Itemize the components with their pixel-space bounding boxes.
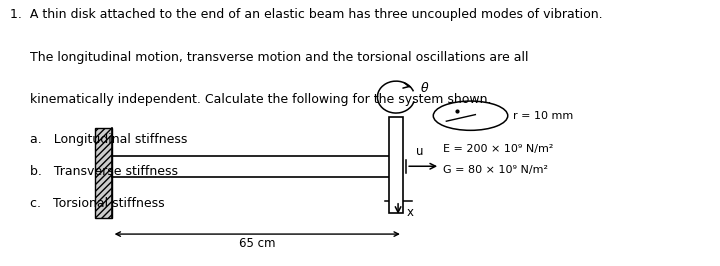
Text: E = 200 × 10⁹ N/m²: E = 200 × 10⁹ N/m²	[444, 144, 554, 154]
Text: $\theta$: $\theta$	[420, 81, 430, 94]
Text: The longitudinal motion, transverse motion and the torsional oscillations are al: The longitudinal motion, transverse moti…	[10, 51, 528, 64]
Text: u: u	[416, 145, 423, 158]
Text: 65 cm: 65 cm	[239, 237, 276, 250]
Text: c.   Torsional stiffness: c. Torsional stiffness	[10, 197, 165, 210]
Text: 1.  A thin disk attached to the end of an elastic beam has three uncoupled modes: 1. A thin disk attached to the end of an…	[10, 8, 603, 21]
Text: kinematically independent. Calculate the following for the system shown.: kinematically independent. Calculate the…	[10, 93, 492, 106]
Bar	[95, 128, 112, 218]
Text: x: x	[406, 206, 413, 219]
Text: a.   Longitudinal stiffness: a. Longitudinal stiffness	[10, 133, 187, 146]
Bar	[390, 117, 402, 213]
Text: G = 80 × 10⁹ N/m²: G = 80 × 10⁹ N/m²	[444, 165, 549, 175]
Text: b.   Transverse stiffness: b. Transverse stiffness	[10, 165, 178, 178]
Text: r = 10 mm: r = 10 mm	[513, 111, 573, 121]
